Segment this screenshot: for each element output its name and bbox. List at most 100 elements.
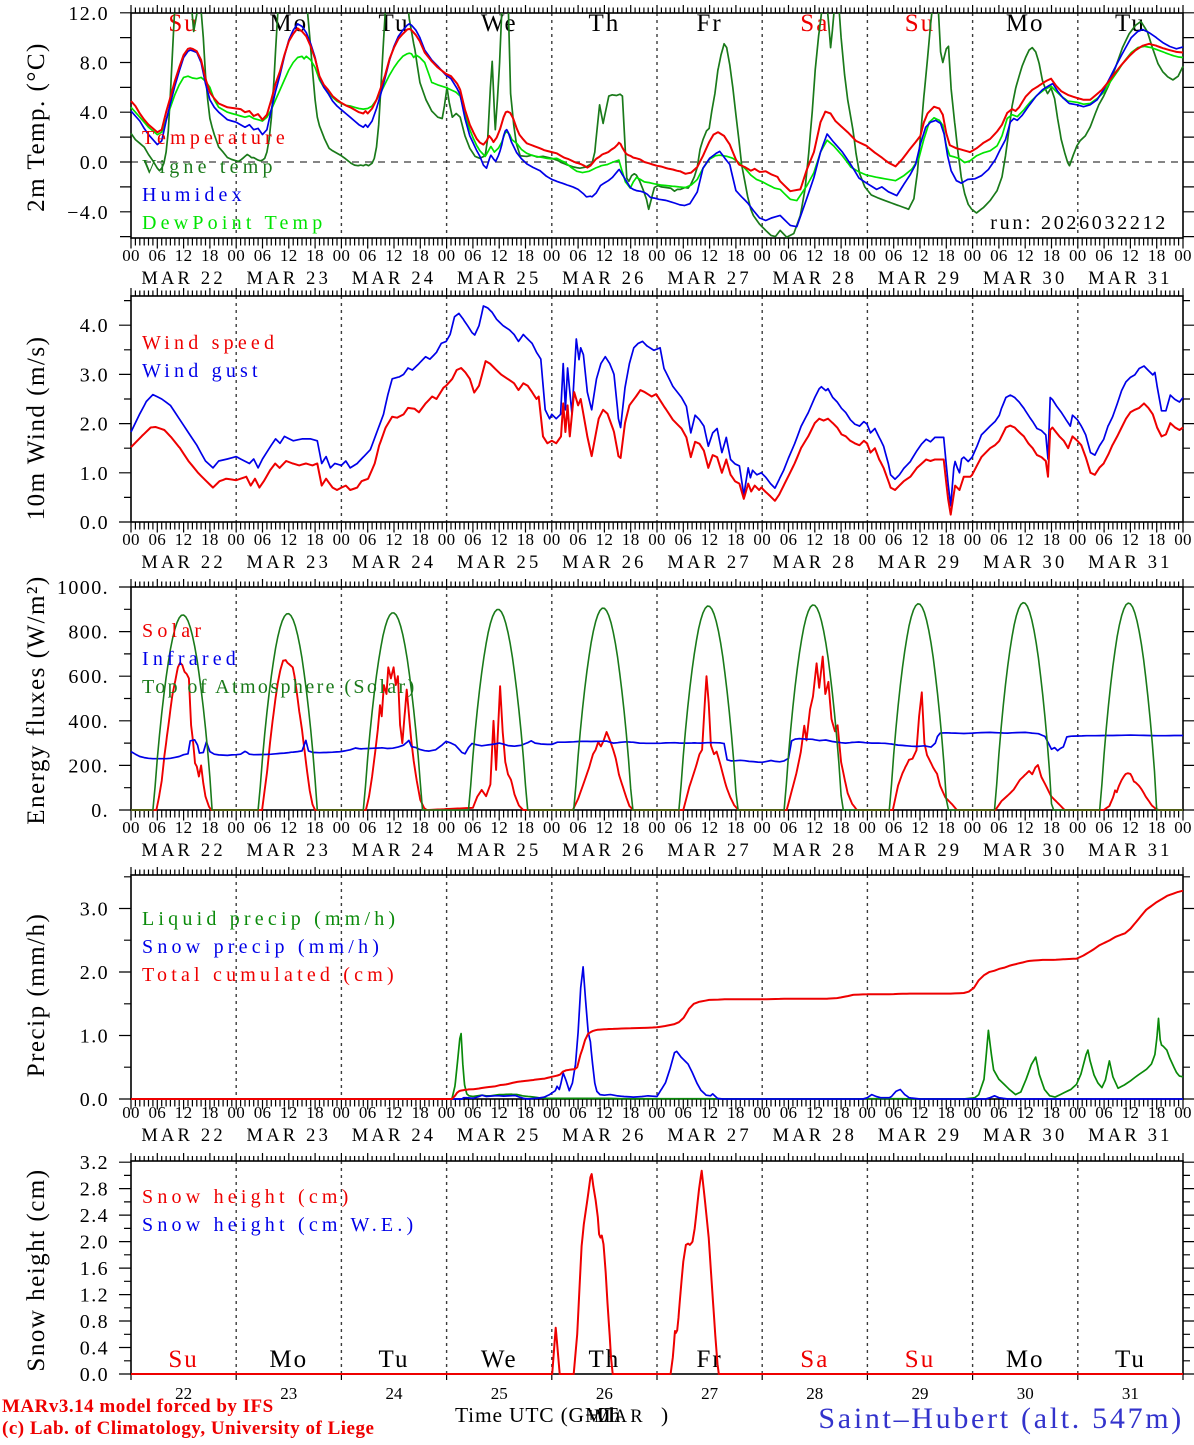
svg-text:0.: 0. [91, 800, 109, 822]
svg-text:MAR 27: MAR 27 [667, 269, 751, 289]
svg-text:00: 00 [227, 530, 245, 549]
svg-text:MAR 30: MAR 30 [983, 841, 1067, 861]
svg-text:0.0: 0.0 [80, 1089, 109, 1111]
svg-text:18: 18 [937, 530, 955, 549]
svg-text:06: 06 [990, 246, 1008, 265]
svg-text:Precip (mm/h): Precip (mm/h) [23, 913, 50, 1078]
svg-text:06: 06 [148, 246, 166, 265]
svg-text:12: 12 [1016, 530, 1034, 549]
svg-text:00: 00 [1069, 818, 1087, 837]
svg-text:18: 18 [727, 530, 745, 549]
svg-text:MAR 23: MAR 23 [247, 841, 331, 861]
svg-text:18: 18 [306, 246, 324, 265]
svg-text:MAR 23: MAR 23 [247, 269, 331, 289]
svg-text:12: 12 [806, 818, 824, 837]
svg-text:18: 18 [727, 246, 745, 265]
svg-text:00: 00 [333, 530, 351, 549]
svg-text:00: 00 [753, 246, 771, 265]
svg-text:18: 18 [832, 530, 850, 549]
svg-text:MAR 25: MAR 25 [457, 1126, 541, 1146]
svg-text:18: 18 [1043, 246, 1061, 265]
svg-text:MAR 26: MAR 26 [562, 553, 646, 573]
svg-text:12: 12 [490, 818, 508, 837]
svg-text:06: 06 [359, 1103, 377, 1122]
svg-text:00: 00 [753, 530, 771, 549]
svg-text:MAR 28: MAR 28 [773, 841, 857, 861]
svg-text:06: 06 [990, 530, 1008, 549]
svg-text:Temperature: Temperature [142, 127, 289, 149]
svg-text:00: 00 [964, 1103, 982, 1122]
svg-text:12: 12 [701, 1103, 719, 1122]
svg-text:18: 18 [622, 818, 640, 837]
svg-text:18: 18 [1148, 246, 1166, 265]
svg-text:Vigne temp: Vigne temp [142, 156, 277, 178]
svg-text:00: 00 [333, 1103, 351, 1122]
svg-text:06: 06 [674, 818, 692, 837]
svg-text:06: 06 [148, 818, 166, 837]
svg-text:12: 12 [385, 246, 403, 265]
svg-text:28: 28 [806, 1384, 823, 1403]
svg-text:MAR 30: MAR 30 [983, 1126, 1067, 1146]
svg-text:06: 06 [780, 1103, 798, 1122]
svg-text:Snow precip (mm/h): Snow precip (mm/h) [142, 936, 383, 958]
svg-text:MAR 30: MAR 30 [983, 269, 1067, 289]
svg-text:06: 06 [674, 1103, 692, 1122]
svg-text:00: 00 [1069, 530, 1087, 549]
svg-text:12: 12 [911, 246, 929, 265]
svg-text:18: 18 [517, 530, 535, 549]
svg-text:Solar: Solar [142, 620, 205, 642]
svg-text:00: 00 [753, 818, 771, 837]
svg-text:22: 22 [175, 1384, 192, 1403]
svg-text:12: 12 [911, 530, 929, 549]
svg-text:00: 00 [122, 530, 140, 549]
svg-text:00: 00 [1174, 818, 1192, 837]
svg-text:1.2: 1.2 [80, 1285, 109, 1307]
svg-text:MAR 29: MAR 29 [878, 269, 962, 289]
svg-text:200.: 200. [68, 755, 109, 777]
svg-text:06: 06 [148, 530, 166, 549]
svg-text:12: 12 [385, 530, 403, 549]
svg-text:MAR 23: MAR 23 [247, 553, 331, 573]
svg-text:06: 06 [885, 246, 903, 265]
svg-text:10m Wind (m/s): 10m Wind (m/s) [23, 336, 50, 521]
svg-text:00: 00 [122, 246, 140, 265]
svg-text:00: 00 [964, 818, 982, 837]
svg-text:MAR 30: MAR 30 [983, 553, 1067, 573]
svg-text:12: 12 [280, 530, 298, 549]
svg-text:MAR 31: MAR 31 [1088, 553, 1172, 573]
svg-text:00: 00 [1069, 1103, 1087, 1122]
svg-text:06: 06 [464, 1103, 482, 1122]
svg-text:Th: Th [589, 1346, 621, 1373]
svg-text:06: 06 [569, 1103, 587, 1122]
svg-text:24: 24 [386, 1384, 404, 1403]
svg-text:12: 12 [701, 530, 719, 549]
svg-text:MAR 22: MAR 22 [141, 553, 225, 573]
svg-text:Th: Th [589, 10, 621, 37]
svg-text:Tu: Tu [379, 1346, 410, 1373]
svg-text:00: 00 [859, 246, 877, 265]
svg-text:30: 30 [1017, 1384, 1034, 1403]
svg-text:1.0: 1.0 [80, 463, 109, 485]
svg-text:Su: Su [168, 1346, 198, 1373]
svg-text:06: 06 [1095, 818, 1113, 837]
svg-text:18: 18 [832, 246, 850, 265]
svg-text:12: 12 [1016, 1103, 1034, 1122]
svg-text:27: 27 [701, 1384, 719, 1403]
svg-text:00: 00 [122, 1103, 140, 1122]
svg-text:18: 18 [622, 246, 640, 265]
svg-text:18: 18 [201, 1103, 219, 1122]
svg-text:0.8: 0.8 [80, 1311, 109, 1333]
svg-text:12: 12 [806, 1103, 824, 1122]
svg-text:12: 12 [490, 246, 508, 265]
svg-text:MAR 29: MAR 29 [878, 841, 962, 861]
svg-text:12: 12 [1122, 530, 1140, 549]
svg-text:00: 00 [859, 530, 877, 549]
svg-text:00: 00 [227, 818, 245, 837]
svg-text:06: 06 [780, 530, 798, 549]
svg-text:MAR 24: MAR 24 [352, 841, 436, 861]
svg-text:06: 06 [359, 530, 377, 549]
svg-text:12: 12 [596, 818, 614, 837]
svg-text:MAR 29: MAR 29 [878, 553, 962, 573]
svg-text:MAR 28: MAR 28 [773, 1126, 857, 1146]
svg-text:00: 00 [859, 818, 877, 837]
